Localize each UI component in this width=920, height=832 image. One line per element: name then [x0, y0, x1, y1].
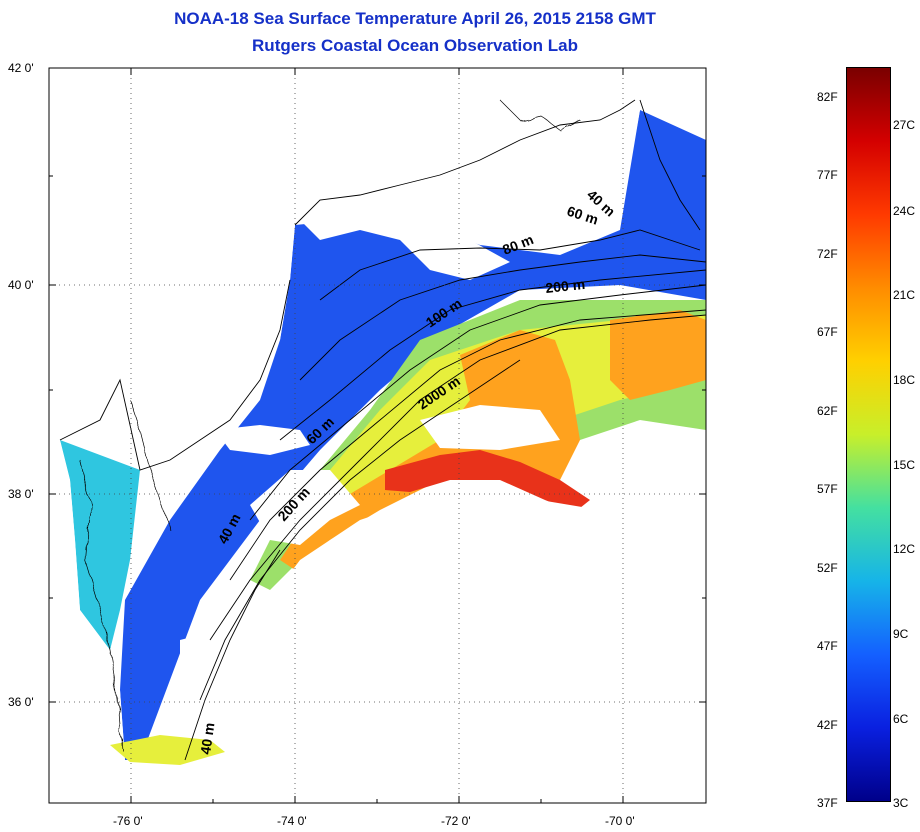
- colorbar-c-label: 6C: [893, 712, 909, 726]
- colorbar-c-label: 9C: [893, 627, 909, 641]
- colorbar-f-label: 72F: [817, 247, 838, 261]
- land-mask-west: [49, 440, 140, 803]
- contour-line: [639, 99, 701, 231]
- gulf-stream-warm: [280, 330, 580, 570]
- coastline-detail: [499, 99, 581, 131]
- contour-line: [209, 314, 706, 641]
- colorbar-f-label: 52F: [817, 561, 838, 575]
- cloud-patch: [250, 470, 360, 545]
- temperature-colorbar: [846, 67, 891, 802]
- contour-line: [229, 309, 706, 581]
- colorbar-c-label: 15C: [893, 458, 916, 472]
- land-mask-north: [49, 68, 640, 470]
- colorbar-f-label: 42F: [817, 718, 838, 732]
- coastline-detail: [79, 459, 123, 751]
- cloud-patch: [300, 200, 510, 280]
- colorbar-c-label: 3C: [893, 796, 909, 810]
- colorbar-f-label: 82F: [817, 90, 838, 104]
- contour-line: [299, 254, 706, 381]
- lon-label: -72 0': [441, 814, 471, 828]
- colorbar-c-label: 24C: [893, 204, 916, 218]
- cloud-patch: [420, 405, 560, 450]
- lon-label: -74 0': [277, 814, 307, 828]
- lat-label: 36 0': [8, 695, 34, 709]
- shelf-water-cold: [120, 110, 706, 760]
- lon-label: -70 0': [605, 814, 635, 828]
- land-mask-south: [140, 490, 706, 803]
- colorbar-c-label: 21C: [893, 288, 916, 302]
- gulf-stream-core: [385, 450, 590, 512]
- coastline: [59, 279, 291, 471]
- contour-label: 40 m: [197, 722, 217, 756]
- contour-line: [199, 359, 521, 701]
- map-subtitle: Rutgers Coastal Ocean Observation Lab: [252, 36, 578, 55]
- lat-label: 42 0': [8, 61, 34, 75]
- contour-line: [279, 269, 706, 441]
- contour-line: [184, 549, 281, 761]
- bathymetry-contours: [59, 99, 706, 761]
- hatteras-warm-patch: [110, 735, 225, 765]
- lon-label: -76 0': [113, 814, 143, 828]
- sst-field: [49, 68, 706, 803]
- map-title: NOAA-18 Sea Surface Temperature April 26…: [174, 9, 656, 28]
- contour-line: [249, 284, 706, 521]
- colorbar-c-label: 27C: [893, 118, 916, 132]
- coastal-detail: [79, 99, 581, 751]
- colorbar-f-label: 67F: [817, 325, 838, 339]
- gulf-stream-east: [610, 310, 706, 400]
- coastline: [294, 99, 636, 226]
- lat-label: 38 0': [8, 487, 34, 501]
- colorbar-c-label: 12C: [893, 542, 916, 556]
- colorbar-f-label: 77F: [817, 168, 838, 182]
- contour-line: [319, 229, 701, 301]
- cloud-patch: [215, 425, 310, 455]
- coastline-detail: [129, 399, 171, 531]
- lat-label: 40 0': [8, 278, 34, 292]
- colorbar-f-label: 47F: [817, 639, 838, 653]
- colorbar-f-label: 57F: [817, 482, 838, 496]
- axis-ticks: [49, 67, 706, 803]
- colorbar-c-label: 18C: [893, 373, 916, 387]
- contour-label: 200 m: [545, 276, 586, 296]
- colorbar-f-label: 62F: [817, 404, 838, 418]
- colorbar-f-label: 37F: [817, 796, 838, 810]
